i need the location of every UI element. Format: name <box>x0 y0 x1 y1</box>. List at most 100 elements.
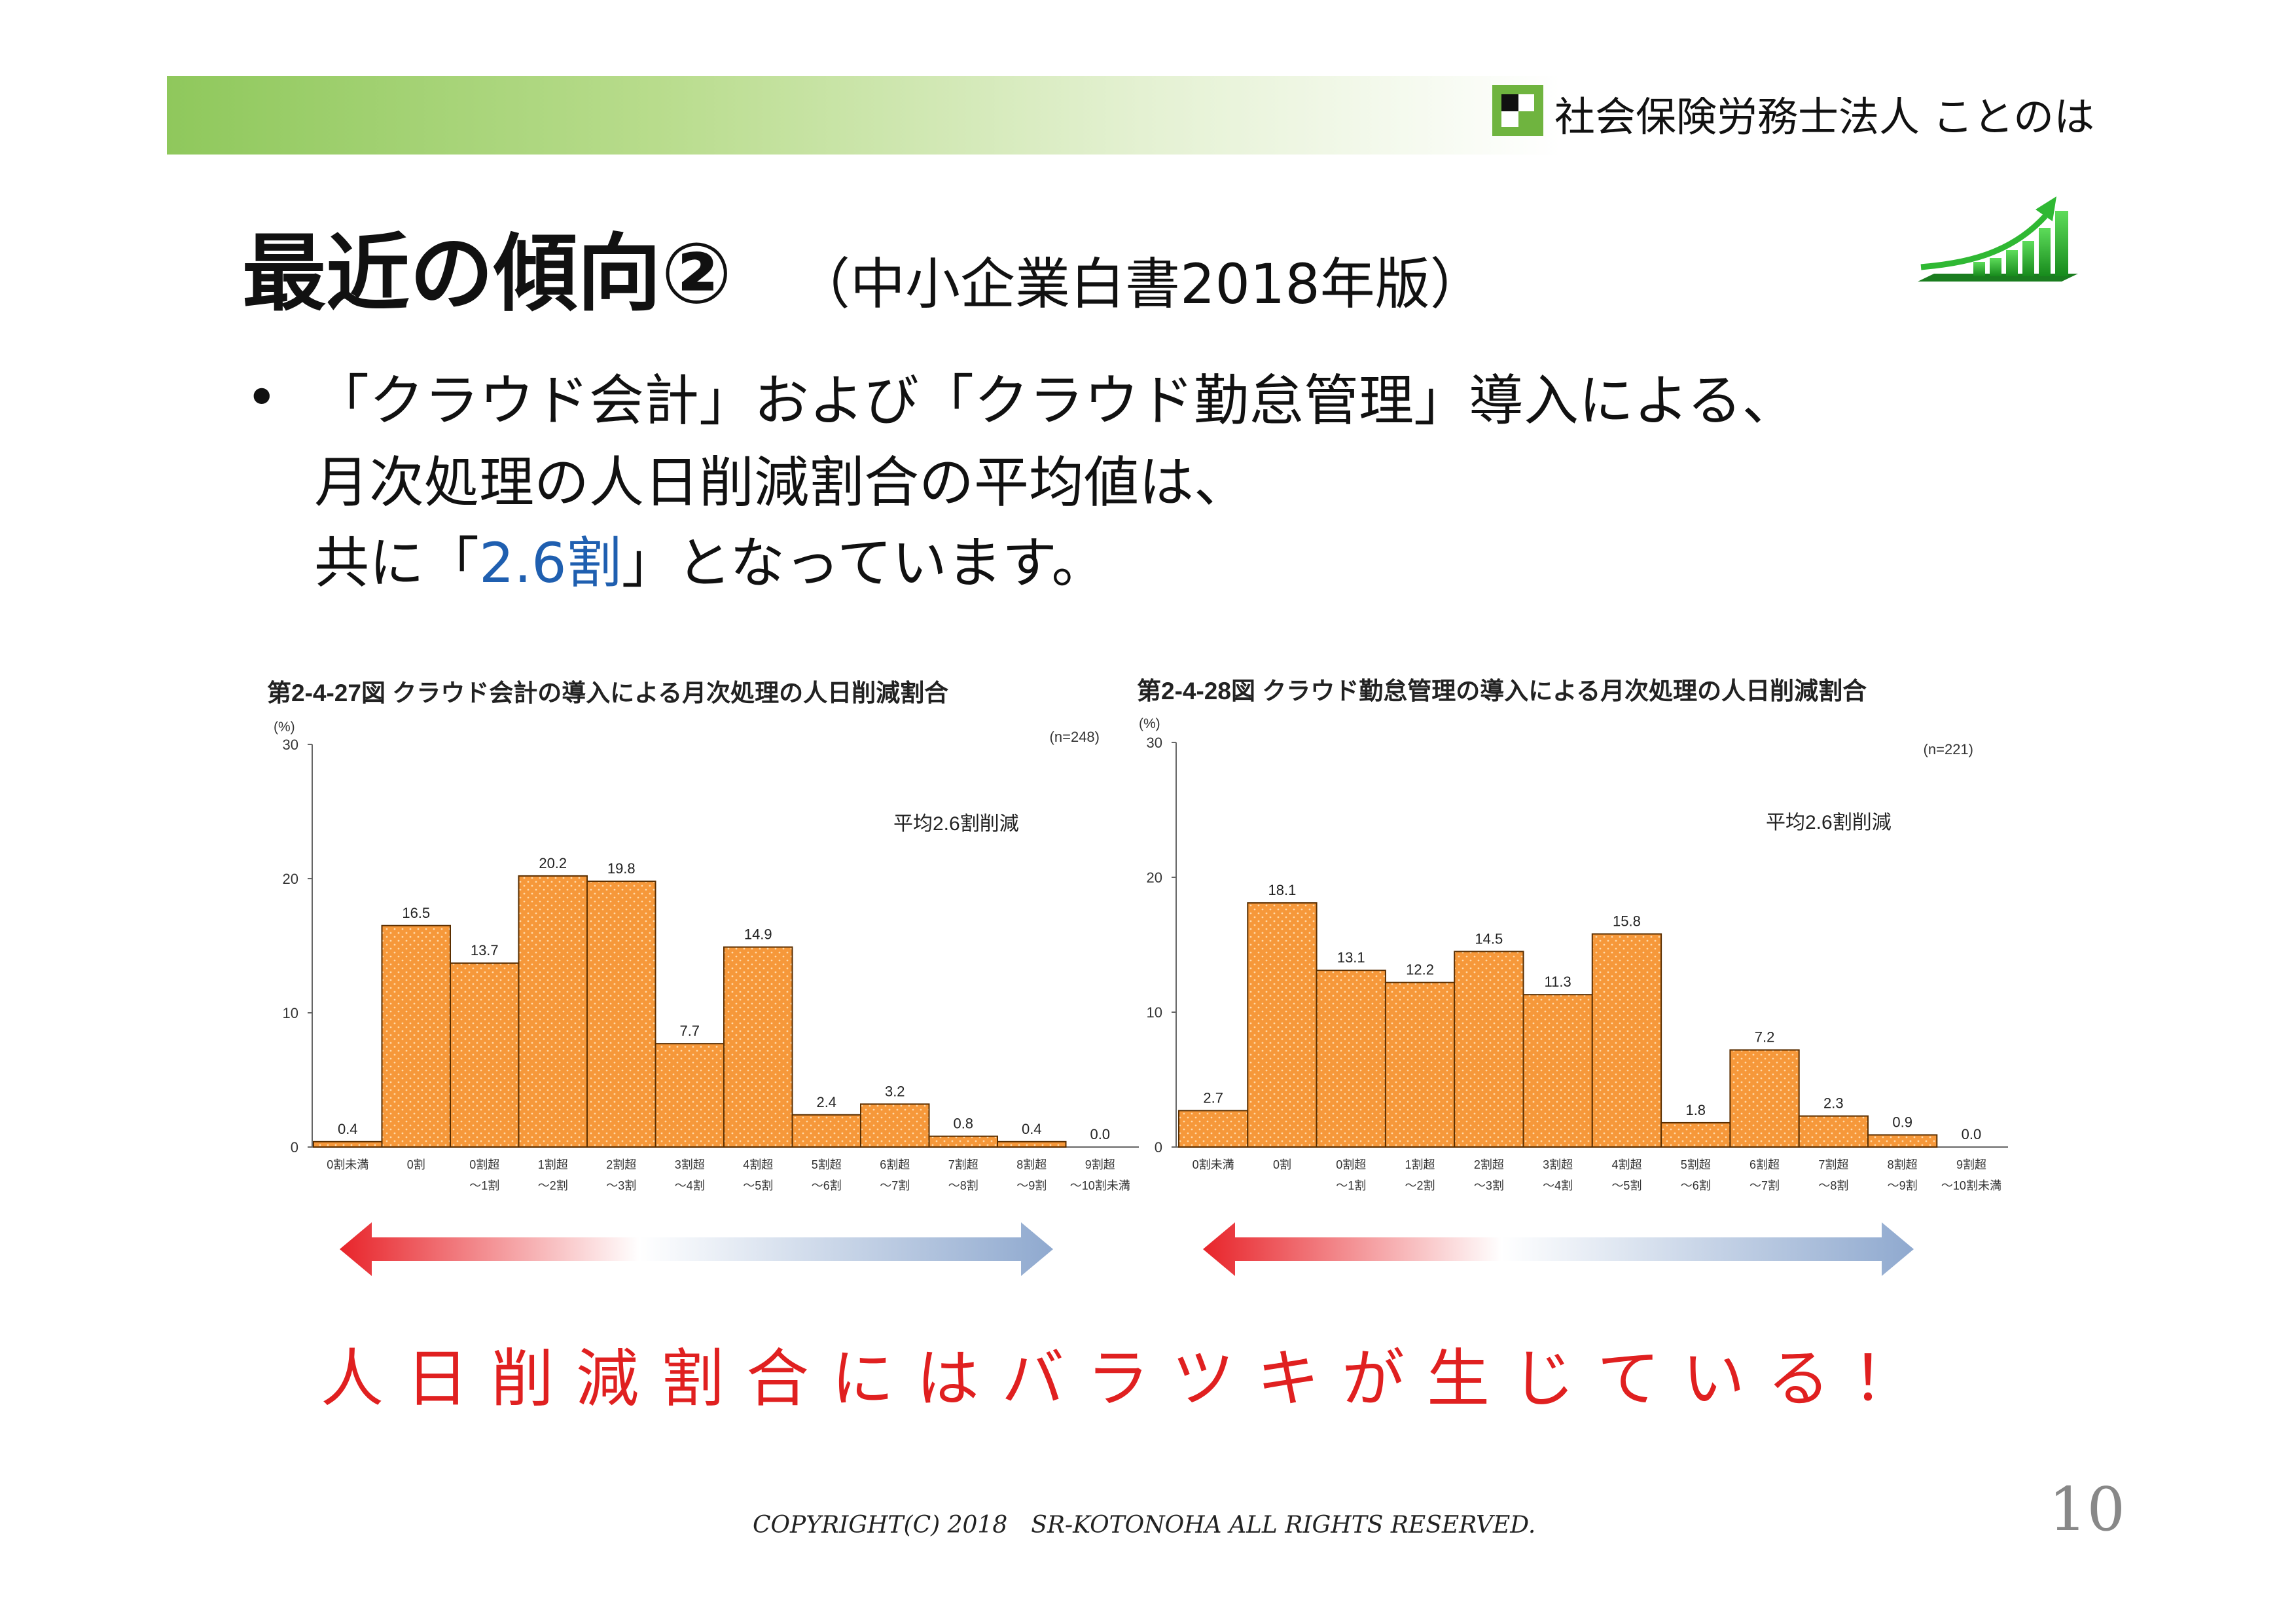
chart-2-bar <box>1591 933 1662 1148</box>
chart-2-value-label: 14.5 <box>1475 930 1503 947</box>
chart-2-value-label: 2.3 <box>1823 1095 1844 1112</box>
chart-1-category-label: ～10割未満 <box>1070 1179 1130 1192</box>
chart-2-bar <box>1522 994 1593 1148</box>
chart-1-category-label: 0割 <box>407 1158 425 1171</box>
growth-chart-icon <box>1918 196 2078 282</box>
slide-subtitle: （中小企業白書2018年版） <box>795 252 1485 316</box>
chart-2-category-label: ～9割 <box>1888 1179 1918 1192</box>
chart-2-value-label: 7.2 <box>1755 1029 1775 1046</box>
chart-2-category-label: ～3割 <box>1474 1179 1504 1192</box>
chart-1-bar <box>450 962 520 1148</box>
chart-1-value-label: 3.2 <box>885 1083 905 1099</box>
chart-2-value-label: 2.7 <box>1203 1089 1223 1106</box>
chart-1-category-label: 4割超 <box>743 1158 773 1171</box>
left-gradient-arrow <box>340 1222 1053 1276</box>
chart-2-category-label: 5割超 <box>1681 1158 1711 1171</box>
chart-1-value-label: 20.2 <box>539 855 567 871</box>
chart-2-bar <box>1454 951 1524 1148</box>
chart-1-category-label: 9割超 <box>1085 1158 1115 1171</box>
bullet-line3-suffix: 」となっています。 <box>621 531 1107 595</box>
chart-1-n-label: (n=248) <box>1050 729 1100 745</box>
chart-2-category-label: 6割超 <box>1749 1158 1780 1171</box>
chart-1-bar <box>518 875 588 1148</box>
right-gradient-arrow <box>1203 1222 1914 1276</box>
chart-2-value-label: 12.2 <box>1406 962 1434 978</box>
bullet-text-line-3: 共に「2.6割」となっています。 <box>314 536 1107 591</box>
chart-1-value-label: 0.0 <box>1090 1126 1110 1142</box>
chart-1-category-label: 6割超 <box>880 1158 910 1171</box>
chart-1-category-label: ～4割 <box>675 1179 705 1192</box>
chart-2-category-label: ～2割 <box>1405 1179 1435 1192</box>
chart-1-y-unit: (%) <box>274 720 295 735</box>
chart-2-category-label: 0割超 <box>1336 1158 1366 1171</box>
chart-2-title: 第2-4-28図 クラウド勤怠管理の導入による月次処理の人日削減割合 <box>1137 678 1867 704</box>
chart-2-bar <box>1729 1049 1800 1148</box>
chart-1-category-label: 0割未満 <box>327 1158 368 1171</box>
chart-1-value-label: 7.7 <box>679 1023 700 1039</box>
chart-1-bar <box>723 946 793 1148</box>
chart-1-y-tick-label: 30 <box>283 737 298 753</box>
chart-1-bar <box>586 881 656 1148</box>
chart-1-category-label: ～8割 <box>948 1179 978 1192</box>
chart-2-bar <box>1178 1110 1249 1148</box>
chart-1-category-label: ～5割 <box>743 1179 773 1192</box>
chart-1: 第2-4-27図 クラウド会計の導入による月次処理の人日削減割合 (%) (n=… <box>267 680 1139 1192</box>
chart-1-y-tick-label: 0 <box>291 1139 298 1156</box>
chart-1-value-label: 14.9 <box>744 926 772 943</box>
chart-1-category-label: ～3割 <box>606 1179 636 1192</box>
chart-2-value-label: 11.3 <box>1545 974 1571 990</box>
chart-2-bar <box>1867 1134 1938 1148</box>
chart-2-category-label: ～6割 <box>1681 1179 1711 1192</box>
chart-2-category-label: 0割 <box>1273 1158 1291 1171</box>
chart-2-value-label: 13.1 <box>1337 949 1365 966</box>
chart-2-y-tick-label: 0 <box>1155 1139 1162 1156</box>
chart-2-n-label: (n=221) <box>1924 741 1973 757</box>
chart-1-bar <box>381 924 451 1148</box>
chart-1-bar <box>860 1103 930 1148</box>
bullet-line3-prefix: 共に「 <box>314 531 480 595</box>
chart-2: 第2-4-28図 クラウド勤怠管理の導入による月次処理の人日削減割合 (%) (… <box>1137 678 2008 1192</box>
company-logo-icon <box>1492 85 1543 136</box>
chart-2-value-label: 18.1 <box>1268 882 1297 898</box>
chart-2-category-label: 7割超 <box>1818 1158 1848 1171</box>
chart-1-value-label: 0.4 <box>338 1121 358 1137</box>
tagline: 人日削減割合にはバラツキが生じている！ <box>321 1342 1937 1415</box>
chart-2-category-label: 8割超 <box>1888 1158 1918 1171</box>
chart-1-value-label: 2.4 <box>816 1094 836 1110</box>
chart-1-average-annotation: 平均2.6割削減 <box>893 813 1019 835</box>
chart-2-category-label: ～1割 <box>1336 1179 1366 1192</box>
chart-1-category-label: ～2割 <box>538 1179 568 1192</box>
chart-1-bar <box>791 1114 861 1148</box>
chart-1-y-tick-label: 10 <box>283 1005 298 1021</box>
chart-2-y-tick-label: 10 <box>1147 1004 1162 1021</box>
chart-1-value-label: 19.8 <box>607 860 636 877</box>
chart-2-category-label: ～8割 <box>1818 1179 1848 1192</box>
chart-2-value-label: 15.8 <box>1613 913 1641 930</box>
highlight-average-value: 2.6割 <box>479 531 622 595</box>
page-number: 10 <box>2049 1474 2126 1544</box>
chart-2-value-label: 0.9 <box>1892 1114 1912 1130</box>
chart-1-category-label: 0割超 <box>469 1158 499 1171</box>
chart-1-value-label: 0.8 <box>953 1116 973 1132</box>
chart-1-category-label: ～7割 <box>880 1179 910 1192</box>
chart-1-y-tick-label: 20 <box>283 871 298 887</box>
chart-2-bar <box>1247 902 1318 1148</box>
chart-1-value-label: 16.5 <box>402 905 430 921</box>
chart-2-value-label: 1.8 <box>1685 1102 1706 1118</box>
bullet-text-line-2: 月次処理の人日削減割合の平均値は、 <box>314 450 1249 515</box>
chart-2-category-label: 1割超 <box>1405 1158 1435 1171</box>
chart-1-category-label: 1割超 <box>538 1158 568 1171</box>
chart-1-category-label: ～1割 <box>469 1179 499 1192</box>
chart-2-category-label: ～10割未満 <box>1941 1179 2001 1192</box>
chart-1-category-label: 7割超 <box>948 1158 978 1171</box>
chart-2-y-tick-label: 20 <box>1147 869 1162 886</box>
company-name: 社会保険労務士法人 ことのは <box>1554 93 2095 141</box>
chart-2-y-tick-label: 30 <box>1147 735 1162 751</box>
chart-2-category-label: 0割未満 <box>1193 1158 1234 1171</box>
chart-2-value-label: 0.0 <box>1962 1126 1982 1142</box>
chart-2-category-label: ～5割 <box>1611 1179 1641 1192</box>
chart-2-category-label: 9割超 <box>1956 1158 1986 1171</box>
chart-2-bar <box>1316 970 1386 1148</box>
chart-1-category-label: 2割超 <box>606 1158 636 1171</box>
